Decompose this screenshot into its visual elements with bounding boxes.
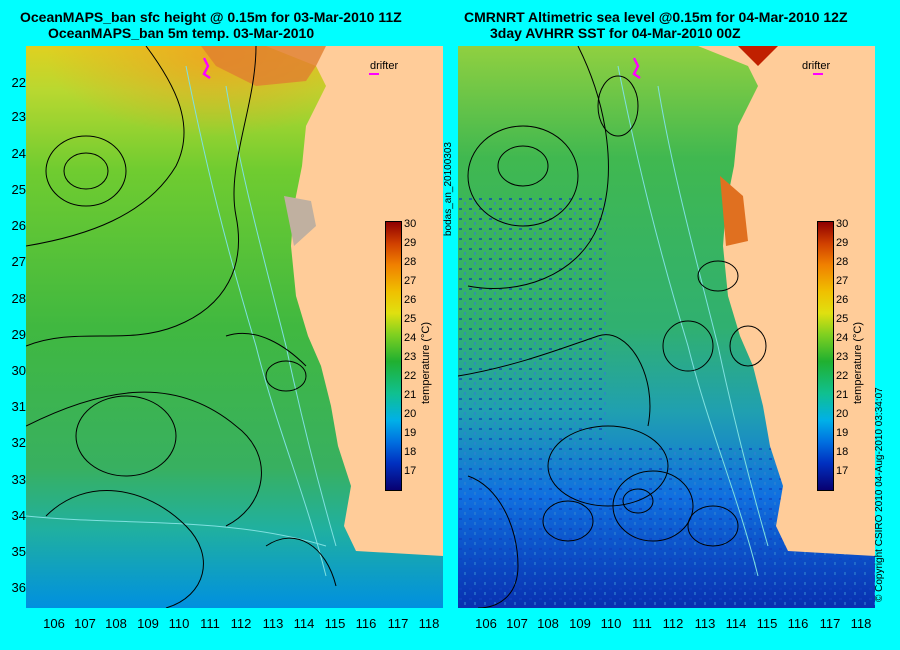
lon-label: 115 — [756, 616, 778, 631]
lat-label: 23 — [11, 109, 26, 124]
left-isobath — [185, 65, 327, 577]
colorbar-tick: 30 — [404, 218, 417, 230]
colorbar-tick: 18 — [404, 446, 417, 458]
lon-label: 117 — [819, 616, 841, 631]
right-title-line1: CMRNRT Altimetric sea level @0.15m for 0… — [464, 9, 848, 25]
right-land-warm — [720, 176, 748, 246]
colorbar-tick: 17 — [836, 465, 849, 477]
lon-label: 117 — [387, 616, 409, 631]
copyright-stamp: © Copyright CSIRO 2010 04-Aug-2010 03:34… — [874, 387, 885, 602]
colorbar-tick: 27 — [836, 275, 849, 287]
left-land-warm — [201, 46, 326, 86]
side-stamp: bodas_an_20100303 — [443, 142, 454, 236]
colorbar-tick: 19 — [836, 427, 849, 439]
right-title-line2: 3day AVHRR SST for 04-Mar-2010 00Z — [490, 25, 741, 41]
lat-label: 25 — [11, 182, 26, 197]
colorbar-tick: 21 — [404, 389, 417, 401]
lon-label: 106 — [43, 616, 65, 631]
colorbar-tick: 25 — [404, 313, 417, 325]
right-map-svg — [458, 46, 875, 608]
left-drifter-track — [202, 57, 211, 80]
right-drifter-label: drifter — [802, 60, 831, 72]
left-map-panel[interactable] — [26, 46, 443, 608]
right-land-hot — [738, 46, 778, 66]
colorbar-tick: 26 — [836, 294, 849, 306]
colorbar-tick: 23 — [836, 351, 849, 363]
lon-label: 110 — [168, 616, 190, 631]
lon-label: 108 — [105, 616, 127, 631]
colorbar-tick: 28 — [404, 256, 417, 268]
colorbar-tick: 19 — [404, 427, 417, 439]
lat-label: 34 — [11, 508, 26, 523]
right-colorbar-unit: temperature (°C) — [852, 321, 864, 404]
lon-label: 108 — [537, 616, 559, 631]
colorbar-tick: 26 — [404, 294, 417, 306]
lat-label: 31 — [11, 399, 26, 414]
lat-label: 24 — [11, 146, 26, 161]
lon-label: 107 — [74, 616, 96, 631]
lat-label: 33 — [11, 472, 26, 487]
right-height-contours — [458, 46, 767, 608]
lon-label: 114 — [293, 616, 315, 631]
lon-label: 110 — [600, 616, 622, 631]
lon-label: 111 — [200, 616, 220, 631]
colorbar-tick: 18 — [836, 446, 849, 458]
colorbar-tick: 17 — [404, 465, 417, 477]
colorbar-tick: 25 — [836, 313, 849, 325]
lat-label: 36 — [11, 580, 26, 595]
left-colorbar — [385, 221, 402, 491]
left-drifter-label: drifter — [370, 60, 399, 72]
lon-label: 116 — [787, 616, 809, 631]
colorbar-tick: 20 — [404, 408, 417, 420]
left-map-svg — [26, 46, 443, 608]
left-colorbar-unit: temperature (°C) — [420, 321, 432, 404]
lon-label: 112 — [230, 616, 252, 631]
lon-label: 118 — [418, 616, 440, 631]
lon-label: 113 — [262, 616, 284, 631]
lat-label: 30 — [11, 363, 26, 378]
colorbar-tick: 24 — [836, 332, 849, 344]
colorbar-tick: 27 — [404, 275, 417, 287]
colorbar-tick: 28 — [836, 256, 849, 268]
colorbar-tick: 24 — [404, 332, 417, 344]
right-drifter-track — [632, 57, 641, 80]
lon-label: 107 — [506, 616, 528, 631]
colorbar-tick: 30 — [836, 218, 849, 230]
lat-label: 28 — [11, 291, 26, 306]
lon-label: 109 — [569, 616, 591, 631]
lat-label: 22 — [11, 75, 26, 90]
lon-label: 118 — [850, 616, 872, 631]
lon-label: 106 — [475, 616, 497, 631]
lat-label: 32 — [11, 435, 26, 450]
left-isobath — [225, 85, 337, 547]
lon-label: 109 — [137, 616, 159, 631]
lon-label: 116 — [355, 616, 377, 631]
colorbar-tick: 23 — [404, 351, 417, 363]
colorbar-tick: 20 — [836, 408, 849, 420]
right-isobath — [617, 65, 759, 577]
lon-label: 114 — [725, 616, 747, 631]
left-height-contours — [26, 46, 337, 608]
colorbar-tick: 29 — [404, 237, 417, 249]
left-title-line1: OceanMAPS_ban sfc height @ 0.15m for 03-… — [20, 9, 402, 25]
lat-label: 35 — [11, 544, 26, 559]
right-colorbar — [817, 221, 834, 491]
lon-label: 113 — [694, 616, 716, 631]
left-isobath — [26, 515, 327, 547]
lat-label: 26 — [11, 218, 26, 233]
lon-label: 111 — [632, 616, 652, 631]
right-cloud-speckle — [458, 196, 608, 446]
colorbar-tick: 21 — [836, 389, 849, 401]
colorbar-tick: 29 — [836, 237, 849, 249]
right-map-panel[interactable] — [458, 46, 875, 608]
right-isobath — [657, 85, 769, 547]
lat-label: 27 — [11, 254, 26, 269]
colorbar-tick: 22 — [404, 370, 417, 382]
lon-label: 112 — [662, 616, 684, 631]
left-title-line2: OceanMAPS_ban 5m temp. 03-Mar-2010 — [48, 25, 315, 41]
lat-label: 29 — [11, 327, 26, 342]
colorbar-tick: 22 — [836, 370, 849, 382]
left-land-grey — [284, 196, 316, 246]
lon-label: 115 — [324, 616, 346, 631]
